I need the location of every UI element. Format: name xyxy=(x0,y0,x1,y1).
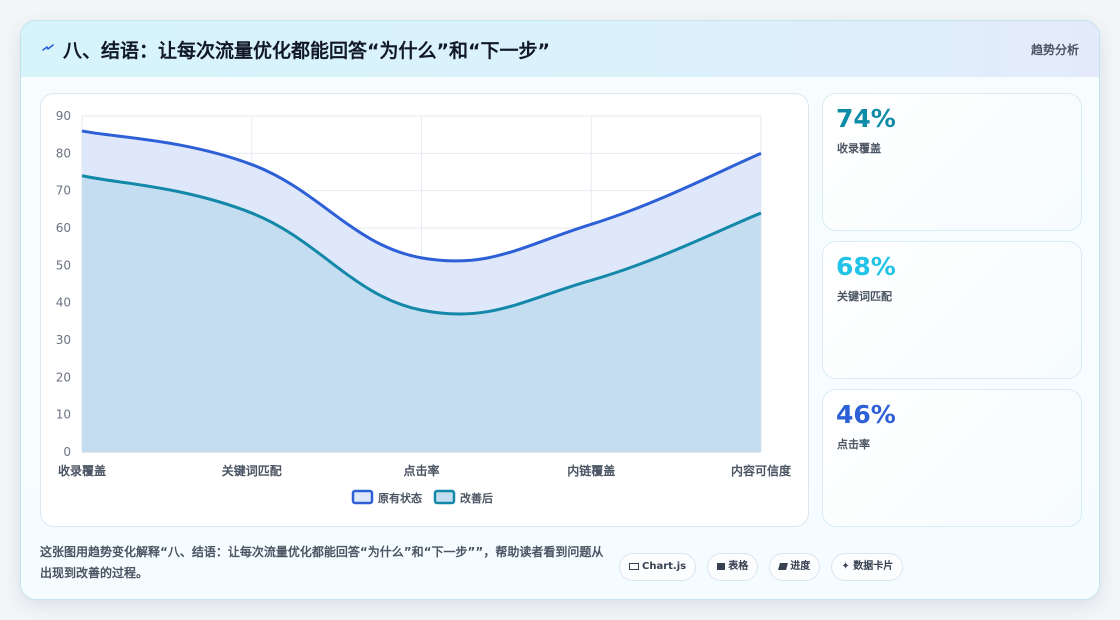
pill-data-card[interactable]: ✦ 数据卡片 xyxy=(831,553,904,581)
trend-chart: 0 10 20 30 40 50 60 70 80 90 收录覆盖 关键词匹配 点击率 内链覆盖 内容可信度… xyxy=(56,109,792,505)
pill-label: 进度 xyxy=(790,561,811,572)
content-card: 八、结语：让每次流量优化都能回答“为什么”和“下一步” 趋势分析 0 10 20 30… xyxy=(20,20,1100,600)
pill-table[interactable]: 表格 xyxy=(707,553,759,581)
y-tick-label: 40 xyxy=(56,296,71,310)
series-area xyxy=(82,175,761,452)
stat-card-ctr: 46% 点击率 xyxy=(822,389,1082,527)
chart-caption: 这张图用趋势变化解释“八、结语：让每次流量优化都能回答“为什么”和“下一步””，… xyxy=(40,545,604,580)
page-title: 八、结语：让每次流量优化都能回答“为什么”和“下一步” xyxy=(63,40,550,62)
y-tick-label: 90 xyxy=(56,109,71,123)
legend-swatch xyxy=(351,489,374,505)
table-icon xyxy=(717,562,726,570)
y-tick-label: 60 xyxy=(56,221,71,235)
stat-value: 46% xyxy=(836,400,896,429)
stat-card-indexing: 74% 收录覆盖 xyxy=(822,93,1082,231)
stat-value: 74% xyxy=(836,104,896,133)
pill-label: 数据卡片 xyxy=(853,561,894,572)
y-tick-label: 20 xyxy=(56,370,71,384)
chart-panel: 0 10 20 30 40 50 60 70 80 90 收录覆盖 关键词匹配 点击率 内链覆盖 内容可信度… xyxy=(40,93,809,527)
x-tick-label: 内链覆盖 xyxy=(567,463,615,478)
pill-progress[interactable]: 进度 xyxy=(769,553,821,581)
y-tick-label: 50 xyxy=(56,258,71,272)
series-line xyxy=(81,174,762,316)
x-tick-label: 点击率 xyxy=(403,463,439,478)
x-tick-label: 关键词匹配 xyxy=(222,463,282,478)
y-tick-label: 0 xyxy=(63,445,71,459)
stat-value: 68% xyxy=(836,252,896,281)
stat-card-keyword: 68% 关键词匹配 xyxy=(822,241,1082,379)
progress-icon xyxy=(778,562,789,570)
tool-pills: Chart.js 表格 进度 ✦ 数据卡片 xyxy=(619,553,909,581)
y-tick-label: 80 xyxy=(56,146,71,160)
card-body: 0 10 20 30 40 50 60 70 80 90 收录覆盖 关键词匹配 点击率 内链覆盖 内容可信度… xyxy=(21,77,1099,599)
legend-label: 原有状态 xyxy=(378,491,422,505)
stat-label: 关键词匹配 xyxy=(837,290,892,303)
pill-label: Chart.js xyxy=(642,561,687,572)
legend-label: 改善后 xyxy=(460,491,493,505)
legend-swatch xyxy=(433,489,456,505)
x-tick-label: 内容可信度 xyxy=(731,463,792,478)
x-tick-label: 收录覆盖 xyxy=(58,463,106,478)
sparkle-icon: ✦ xyxy=(841,561,854,572)
y-tick-label: 10 xyxy=(56,408,71,422)
y-tick-label: 30 xyxy=(56,333,71,347)
card-header: 八、结语：让每次流量优化都能回答“为什么”和“下一步” 趋势分析 xyxy=(21,21,1099,78)
stat-label: 收录覆盖 xyxy=(837,142,881,155)
series-line xyxy=(81,129,762,263)
lightning-icon xyxy=(42,44,54,51)
doc-icon xyxy=(629,562,639,570)
pill-label: 表格 xyxy=(728,561,749,572)
pill-chartjs[interactable]: Chart.js xyxy=(619,553,697,581)
section-tag: 趋势分析 xyxy=(1030,43,1079,57)
stat-label: 点击率 xyxy=(837,438,870,451)
y-tick-label: 70 xyxy=(56,184,71,198)
